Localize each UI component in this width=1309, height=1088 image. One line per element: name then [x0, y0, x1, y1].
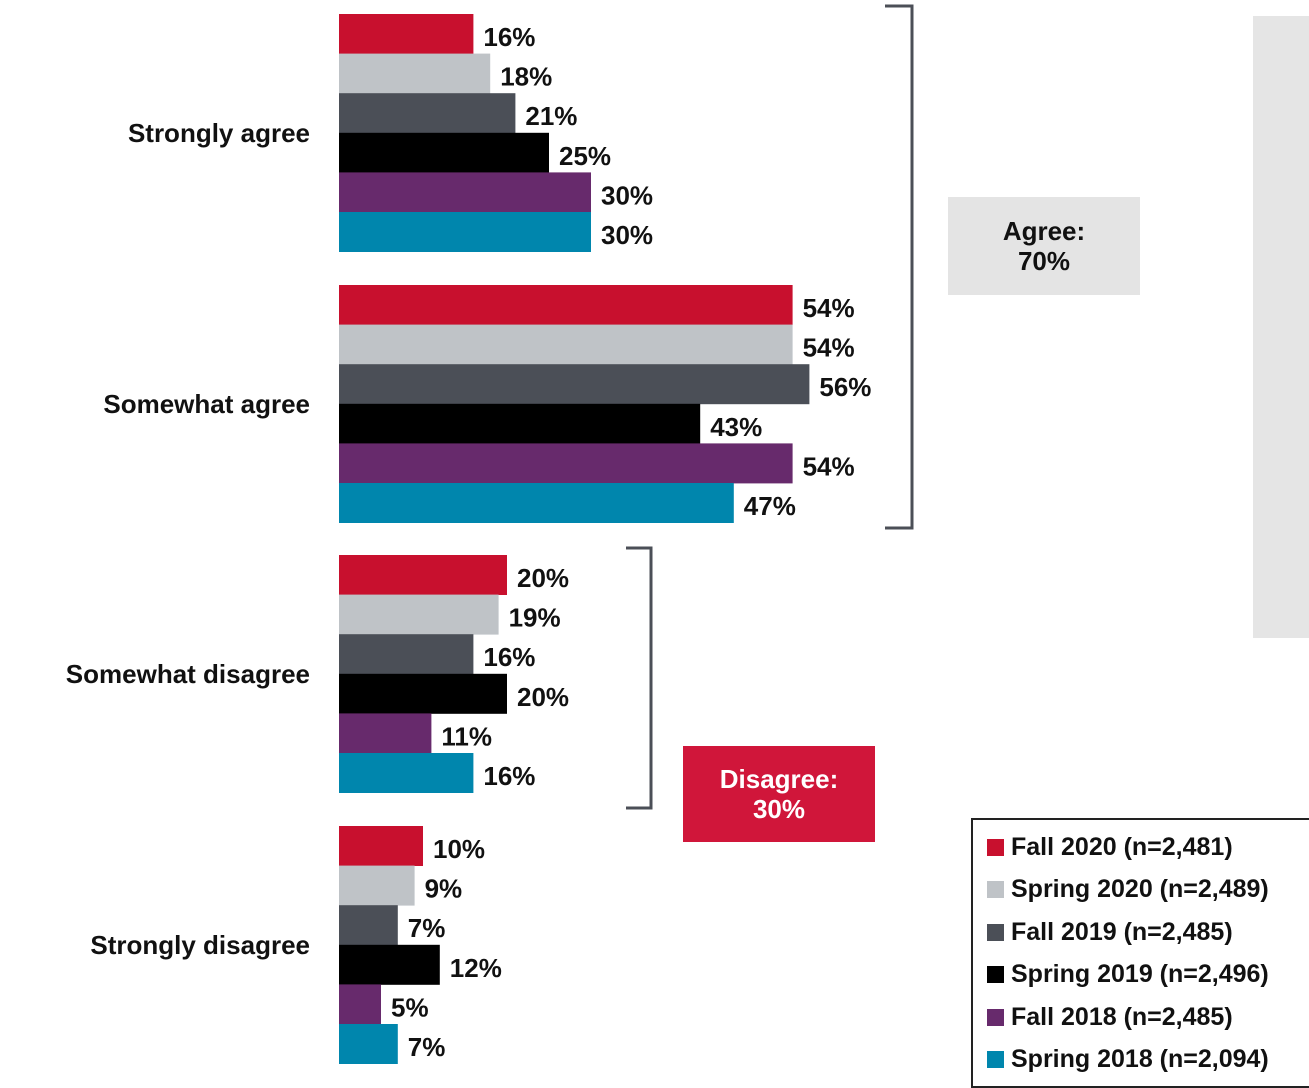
data-label: 10% — [433, 834, 485, 864]
bar — [339, 826, 423, 866]
legend-label: Spring 2018 (n=2,094) — [1011, 1045, 1269, 1074]
legend-label: Spring 2019 (n=2,496) — [1011, 960, 1269, 989]
data-label: 43% — [710, 412, 762, 442]
bar — [339, 403, 701, 444]
legend-item: Fall 2020 (n=2,481) — [973, 826, 1309, 869]
legend-swatch — [987, 923, 1004, 941]
data-label: 5% — [391, 992, 429, 1022]
data-label: 54% — [803, 451, 855, 481]
category-label: Somewhat agree — [103, 389, 310, 419]
legend-item: Fall 2019 (n=2,485) — [973, 911, 1309, 954]
legend-swatch — [987, 966, 1004, 984]
data-label: 16% — [483, 22, 535, 52]
data-label: 20% — [517, 682, 569, 712]
legend-item: Fall 2018 (n=2,485) — [973, 996, 1309, 1039]
bar — [339, 172, 591, 213]
bar — [339, 324, 793, 365]
legend: Fall 2020 (n=2,481) Spring 2020 (n=2,489… — [971, 818, 1309, 1088]
legend-label: Fall 2018 (n=2,485) — [1011, 1002, 1233, 1031]
bars — [339, 14, 810, 1064]
legend-label: Fall 2020 (n=2,481) — [1011, 832, 1233, 861]
data-label: 7% — [408, 913, 446, 943]
bar — [339, 555, 507, 595]
agree-summary-box: Agree: 70% — [948, 197, 1140, 295]
bar — [339, 594, 499, 635]
data-label: 25% — [559, 141, 611, 171]
side-panel — [1253, 16, 1309, 638]
disagree-summary-label: Disagree: — [719, 764, 839, 794]
disagree-summary-value: 30% — [752, 794, 806, 824]
legend-swatch — [987, 838, 1004, 856]
legend-item: Spring 2020 (n=2,489) — [973, 869, 1309, 912]
agree-bracket — [885, 4, 914, 530]
bar — [339, 905, 398, 946]
bar — [339, 483, 734, 523]
bar — [339, 634, 474, 675]
data-label: 56% — [819, 372, 871, 402]
legend-item: Spring 2018 (n=2,094) — [973, 1039, 1309, 1082]
bar — [339, 984, 381, 1025]
data-label: 20% — [517, 563, 569, 593]
bar — [339, 865, 415, 906]
bar — [339, 132, 549, 173]
legend-item: Spring 2019 (n=2,496) — [973, 954, 1309, 997]
data-label: 19% — [509, 603, 561, 633]
category-label: Strongly agree — [128, 118, 310, 148]
data-label: 12% — [450, 953, 502, 983]
data-label: 11% — [441, 721, 492, 751]
legend-swatch — [987, 1051, 1004, 1069]
data-label: 30% — [601, 180, 653, 210]
category-label: Strongly disagree — [90, 930, 310, 960]
bar — [339, 443, 793, 484]
data-label: 54% — [803, 293, 855, 323]
data-label: 16% — [483, 642, 535, 672]
bar — [339, 1024, 398, 1064]
bar — [339, 53, 491, 94]
data-label: 7% — [408, 1032, 446, 1062]
bar — [339, 944, 440, 985]
data-label: 54% — [803, 333, 855, 363]
category-labels: Strongly agree Somewhat agree Somewhat dis… — [66, 118, 310, 960]
agree-summary-label: Agree: — [1002, 216, 1086, 246]
bar — [339, 673, 507, 714]
legend-swatch — [987, 881, 1004, 899]
data-label: 47% — [744, 491, 796, 521]
bar — [339, 713, 432, 754]
legend-swatch — [987, 1008, 1004, 1026]
disagree-summary-box: Disagree: 30% — [683, 746, 875, 842]
data-label: 16% — [483, 761, 535, 791]
disagree-bracket — [626, 546, 653, 810]
brackets — [626, 4, 914, 810]
data-label: 21% — [525, 101, 577, 131]
bar — [339, 93, 516, 134]
legend-label: Fall 2019 (n=2,485) — [1011, 917, 1233, 946]
data-label: 30% — [601, 220, 653, 250]
bar — [339, 285, 793, 325]
category-label: Somewhat disagree — [66, 659, 310, 689]
bar — [339, 364, 810, 405]
value-labels: 16%18%21%25%30%30%54%54%56%43%54%47%20%1… — [391, 22, 871, 1062]
agree-summary-value: 70% — [1017, 246, 1071, 276]
bar — [339, 753, 474, 793]
data-label: 9% — [425, 874, 463, 904]
bar — [339, 14, 474, 54]
bar — [339, 212, 591, 252]
legend-label: Spring 2020 (n=2,489) — [1011, 875, 1269, 904]
data-label: 18% — [500, 62, 552, 92]
